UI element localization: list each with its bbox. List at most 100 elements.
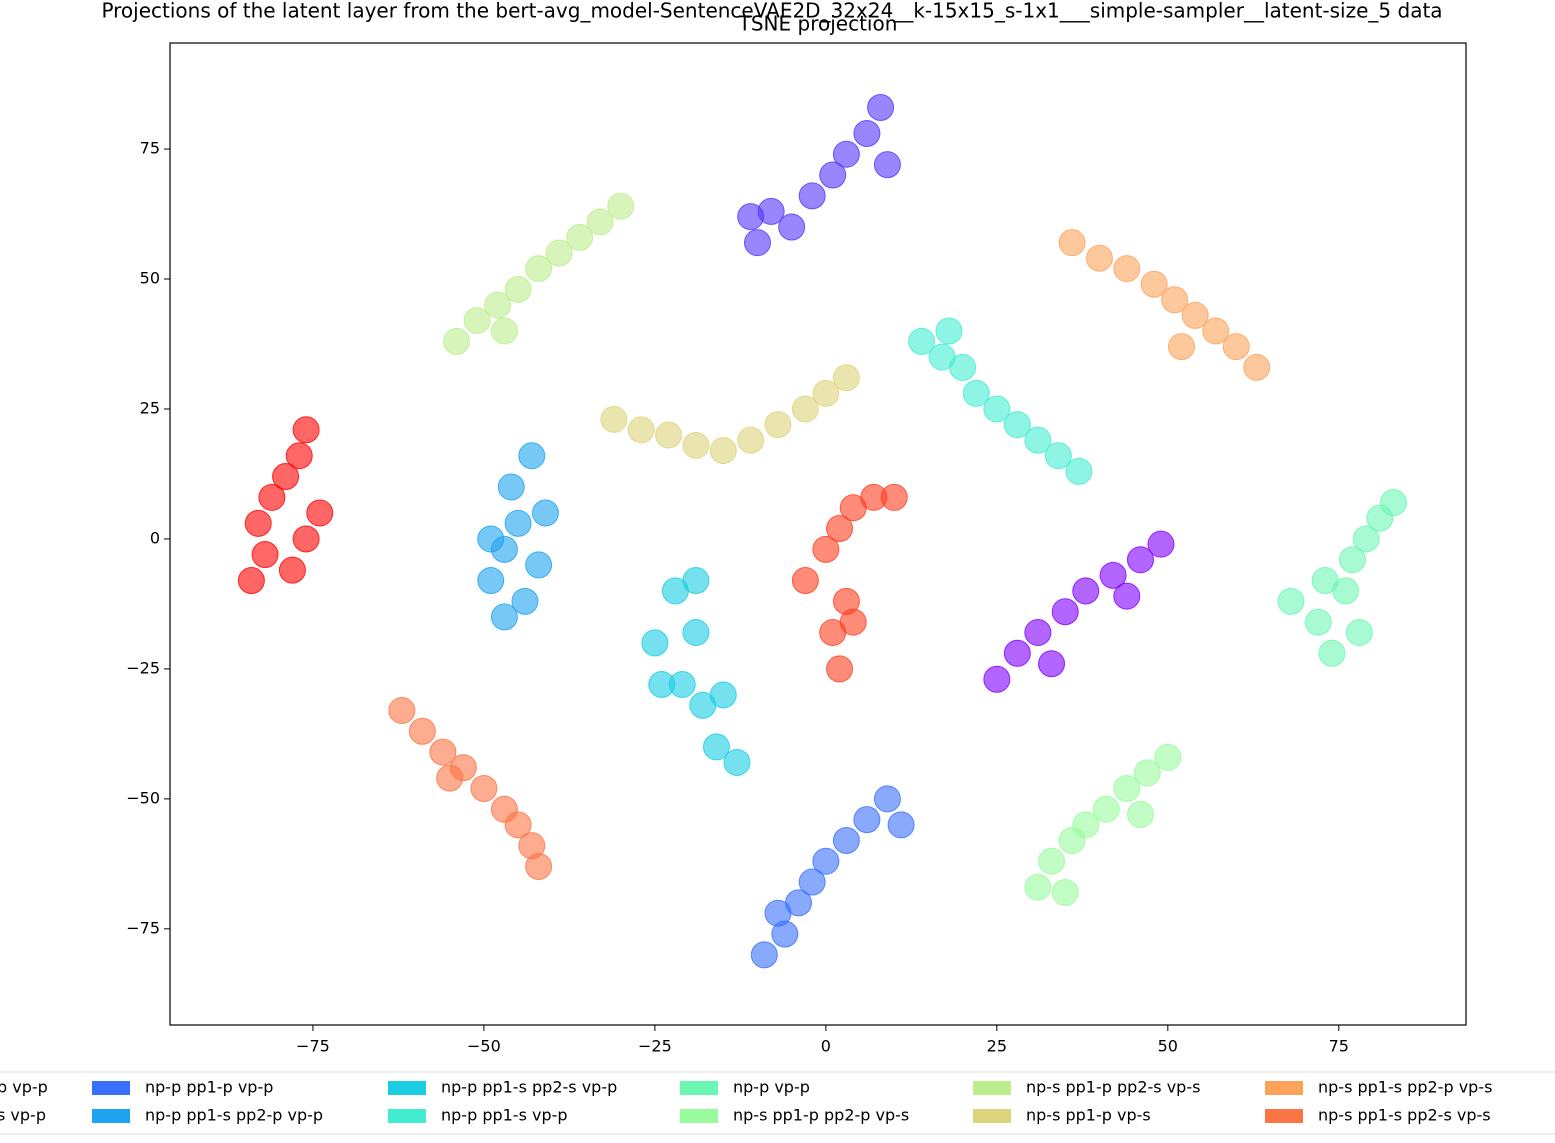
point: [709, 681, 737, 709]
y-tick-label: 0: [150, 528, 160, 547]
point: [1024, 619, 1052, 647]
y-tick-label: 50: [140, 269, 160, 288]
point: [737, 203, 765, 231]
point: [682, 567, 710, 595]
point: [1126, 546, 1154, 574]
point: [1024, 873, 1052, 901]
point: [798, 868, 826, 896]
point: [1065, 457, 1093, 485]
point: [1311, 567, 1339, 595]
point: [490, 317, 518, 345]
legend-label: s vp-p: [0, 1106, 46, 1125]
point: [798, 182, 826, 210]
point: [278, 556, 306, 584]
point: [566, 223, 594, 251]
point: [826, 655, 854, 683]
legend-swatch: [973, 1109, 1011, 1123]
point: [1181, 301, 1209, 329]
point: [272, 463, 300, 491]
point: [1038, 650, 1066, 678]
point: [600, 405, 628, 433]
point: [1380, 489, 1408, 517]
y-tick-label: 75: [140, 139, 160, 158]
point: [1051, 878, 1079, 906]
point: [983, 395, 1011, 423]
point: [867, 93, 895, 121]
point: [388, 696, 416, 724]
point: [586, 208, 614, 236]
point: [908, 327, 936, 355]
legend-swatch: [388, 1081, 426, 1095]
point: [251, 541, 279, 569]
point: [1072, 811, 1100, 839]
point: [983, 665, 1011, 693]
x-tick-label: −50: [467, 1037, 501, 1056]
point: [737, 426, 765, 454]
point: [949, 353, 977, 381]
point: [723, 748, 751, 776]
point: [812, 535, 840, 563]
point: [477, 567, 505, 595]
legend-label: np-p vp-p: [733, 1078, 810, 1097]
legend-swatch: [680, 1109, 718, 1123]
legend-label: np-s pp1-s pp2-p vp-s: [1318, 1078, 1492, 1097]
point: [1099, 561, 1127, 589]
point: [292, 525, 320, 553]
point: [477, 525, 505, 553]
point: [244, 509, 272, 537]
point: [1024, 426, 1052, 454]
point: [497, 473, 525, 501]
point: [853, 806, 881, 834]
point: [504, 811, 532, 839]
legend-label: np-p pp1-s pp2-p vp-p: [145, 1106, 323, 1125]
point: [1154, 743, 1182, 771]
legend-swatch: [92, 1109, 130, 1123]
legend-label: np-s pp1-p pp2-s vp-s: [1026, 1078, 1200, 1097]
point: [1352, 525, 1380, 553]
x-tick-label: 75: [1329, 1037, 1349, 1056]
point: [436, 764, 464, 792]
point: [1003, 411, 1031, 439]
point: [1304, 608, 1332, 636]
point: [258, 483, 286, 511]
point: [484, 291, 512, 319]
y-tick-label: −25: [126, 658, 160, 677]
point: [285, 442, 313, 470]
point: [1202, 317, 1230, 345]
legend-swatch: [92, 1081, 130, 1095]
point: [1161, 286, 1189, 314]
point: [1038, 847, 1066, 875]
point: [525, 551, 553, 579]
point: [1085, 244, 1113, 272]
point: [1133, 759, 1161, 787]
point: [655, 421, 683, 449]
point: [832, 364, 860, 392]
chart-title: Projections of the latent layer from the…: [101, 0, 1442, 23]
x-tick-label: 0: [821, 1037, 831, 1056]
x-tick-label: −75: [296, 1037, 330, 1056]
legend-label: np-s pp1-p pp2-p vp-s: [733, 1106, 909, 1125]
point: [443, 327, 471, 355]
point: [853, 119, 881, 147]
point: [812, 847, 840, 875]
point: [648, 670, 676, 698]
point: [429, 738, 457, 766]
point: [525, 852, 553, 880]
point: [709, 437, 737, 465]
point: [607, 192, 635, 220]
point: [1277, 587, 1305, 615]
point: [1051, 598, 1079, 626]
legend-swatch: [973, 1081, 1011, 1095]
point: [1140, 270, 1168, 298]
point: [764, 899, 792, 927]
point: [1345, 619, 1373, 647]
point: [702, 733, 730, 761]
legend-swatch: [388, 1109, 426, 1123]
point: [627, 416, 655, 444]
point: [791, 567, 819, 595]
y-tick-label: −75: [126, 918, 160, 937]
point: [1338, 546, 1366, 574]
point: [545, 239, 573, 267]
point: [832, 826, 860, 854]
